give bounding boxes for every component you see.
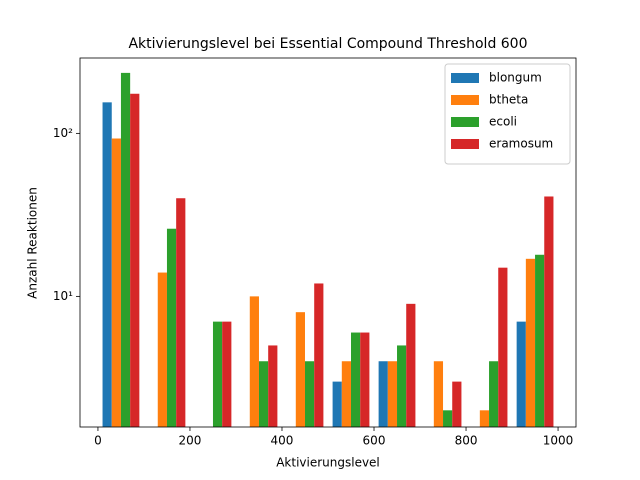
bar — [406, 303, 416, 427]
bar — [249, 296, 259, 427]
x-tick-label: 800 — [455, 434, 478, 448]
legend-swatch — [451, 73, 479, 83]
bar — [314, 283, 324, 427]
bar — [452, 381, 462, 427]
x-axis-label: Aktivierungslevel — [276, 456, 380, 470]
bar — [332, 381, 342, 427]
bar — [341, 361, 352, 427]
x-tick-label: 200 — [179, 434, 202, 448]
legend-swatch — [451, 117, 479, 127]
y-axis-label: Anzahl Reaktionen — [26, 187, 40, 299]
bar — [525, 258, 536, 427]
legend-label: ecoli — [489, 115, 517, 129]
bar — [516, 321, 526, 427]
bar — [157, 272, 167, 427]
bar — [397, 345, 407, 427]
legend-swatch — [451, 139, 479, 149]
legend-label: blongum — [489, 71, 542, 85]
bar — [489, 361, 499, 427]
bar — [433, 361, 444, 427]
bar — [378, 361, 388, 427]
bar — [222, 321, 232, 427]
x-tick-label: 400 — [271, 434, 294, 448]
x-tick-label: 1000 — [543, 434, 574, 448]
bar — [479, 410, 490, 427]
bar — [166, 228, 177, 427]
bar — [304, 361, 315, 427]
bar — [111, 138, 121, 428]
bar — [258, 361, 269, 427]
bar — [268, 345, 278, 427]
bar — [176, 198, 186, 427]
x-tick-label: 600 — [363, 434, 386, 448]
y-tick-label: 10² — [53, 126, 73, 140]
bar — [212, 321, 223, 427]
bar — [443, 410, 453, 427]
bar — [130, 93, 140, 428]
chart-title: Aktivierungslevel bei Essential Compound… — [128, 36, 527, 52]
legend-label: eramosum — [489, 137, 553, 151]
bar — [535, 254, 545, 427]
legend-label: btheta — [489, 93, 528, 107]
x-tick-label: 0 — [94, 434, 102, 448]
bar — [360, 332, 370, 427]
plot-frame — [79, 57, 577, 428]
bar — [387, 361, 398, 427]
bar — [351, 332, 361, 427]
y-tick-label: 10¹ — [53, 289, 73, 303]
bar — [295, 312, 305, 427]
bar — [102, 102, 112, 428]
bar — [498, 267, 508, 427]
bar — [120, 72, 131, 428]
legend-swatch — [451, 95, 479, 105]
bar — [544, 196, 554, 427]
